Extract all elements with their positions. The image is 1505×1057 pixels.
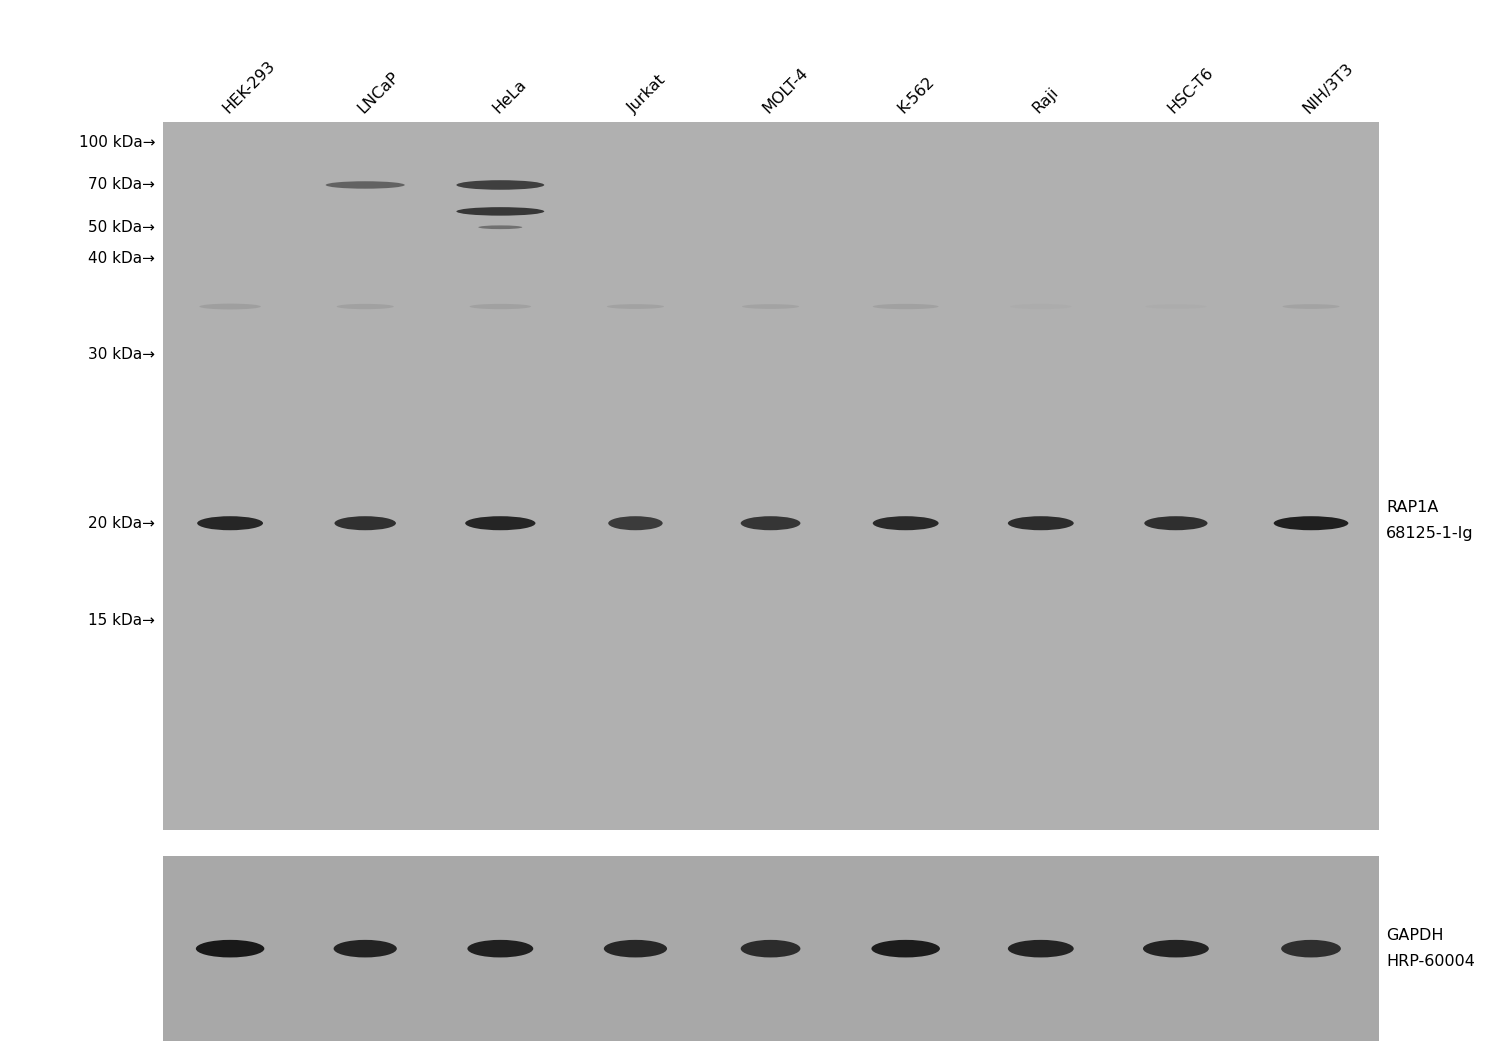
Ellipse shape — [1144, 516, 1207, 531]
Text: LNCaP: LNCaP — [355, 69, 402, 116]
Ellipse shape — [740, 940, 801, 958]
Ellipse shape — [604, 940, 667, 958]
Ellipse shape — [196, 940, 265, 958]
Ellipse shape — [470, 303, 531, 310]
Text: K-562: K-562 — [895, 74, 938, 116]
Ellipse shape — [465, 516, 536, 531]
Text: Jurkat: Jurkat — [625, 73, 668, 116]
Text: HSC-T6: HSC-T6 — [1165, 64, 1216, 116]
Text: 15 kDa→: 15 kDa→ — [89, 613, 155, 628]
Text: HeLa: HeLa — [489, 77, 530, 116]
Ellipse shape — [871, 940, 941, 958]
Ellipse shape — [334, 516, 396, 531]
Ellipse shape — [197, 516, 263, 531]
Text: WW.PGLAB.COM: WW.PGLAB.COM — [125, 447, 146, 652]
Text: RAP1A: RAP1A — [1386, 500, 1439, 515]
Ellipse shape — [742, 304, 799, 309]
Text: 68125-1-Ig: 68125-1-Ig — [1386, 526, 1473, 541]
Ellipse shape — [199, 303, 260, 310]
Text: 70 kDa→: 70 kDa→ — [89, 178, 155, 192]
Text: 30 kDa→: 30 kDa→ — [87, 347, 155, 361]
Ellipse shape — [479, 225, 522, 229]
Ellipse shape — [1282, 304, 1339, 309]
Ellipse shape — [334, 940, 397, 958]
Ellipse shape — [468, 940, 533, 958]
Text: HRP-60004: HRP-60004 — [1386, 953, 1475, 969]
Ellipse shape — [607, 304, 664, 309]
Text: 50 kDa→: 50 kDa→ — [89, 220, 155, 235]
Bar — [163, 122, 1379, 830]
Ellipse shape — [1273, 516, 1348, 531]
Ellipse shape — [873, 516, 939, 531]
Ellipse shape — [325, 181, 405, 189]
Ellipse shape — [1281, 940, 1341, 958]
Ellipse shape — [1010, 303, 1072, 310]
Ellipse shape — [337, 303, 394, 310]
Ellipse shape — [456, 207, 545, 216]
Bar — [163, 856, 1379, 1041]
Text: HEK-293: HEK-293 — [220, 58, 277, 116]
Text: Raji: Raji — [1031, 85, 1061, 116]
Ellipse shape — [1142, 940, 1209, 958]
Text: 20 kDa→: 20 kDa→ — [89, 516, 155, 531]
Ellipse shape — [456, 180, 545, 190]
Text: 40 kDa→: 40 kDa→ — [89, 252, 155, 266]
Ellipse shape — [740, 516, 801, 531]
Ellipse shape — [1008, 516, 1073, 531]
Text: MOLT-4: MOLT-4 — [760, 66, 811, 116]
Text: 100 kDa→: 100 kDa→ — [78, 135, 155, 150]
Text: GAPDH: GAPDH — [1386, 928, 1443, 944]
Ellipse shape — [873, 303, 939, 310]
Ellipse shape — [608, 516, 662, 531]
Text: NIH/3T3: NIH/3T3 — [1300, 60, 1356, 116]
Ellipse shape — [1008, 940, 1073, 958]
Ellipse shape — [1145, 304, 1207, 309]
